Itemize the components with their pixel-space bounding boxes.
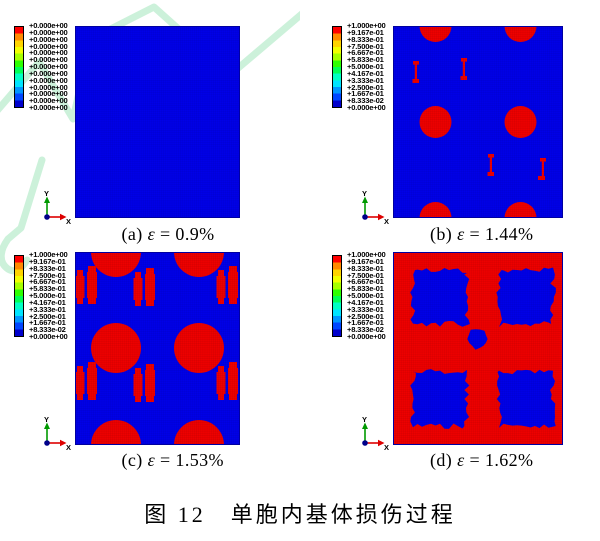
svg-text:X: X [384,443,389,452]
svg-text:X: X [66,217,71,226]
svg-text:Y: Y [44,189,49,198]
svg-text:X: X [66,443,71,452]
svg-text:X: X [384,217,389,226]
svg-text:Y: Y [362,415,367,424]
svg-text:Y: Y [362,189,367,198]
svg-text:Y: Y [44,415,49,424]
